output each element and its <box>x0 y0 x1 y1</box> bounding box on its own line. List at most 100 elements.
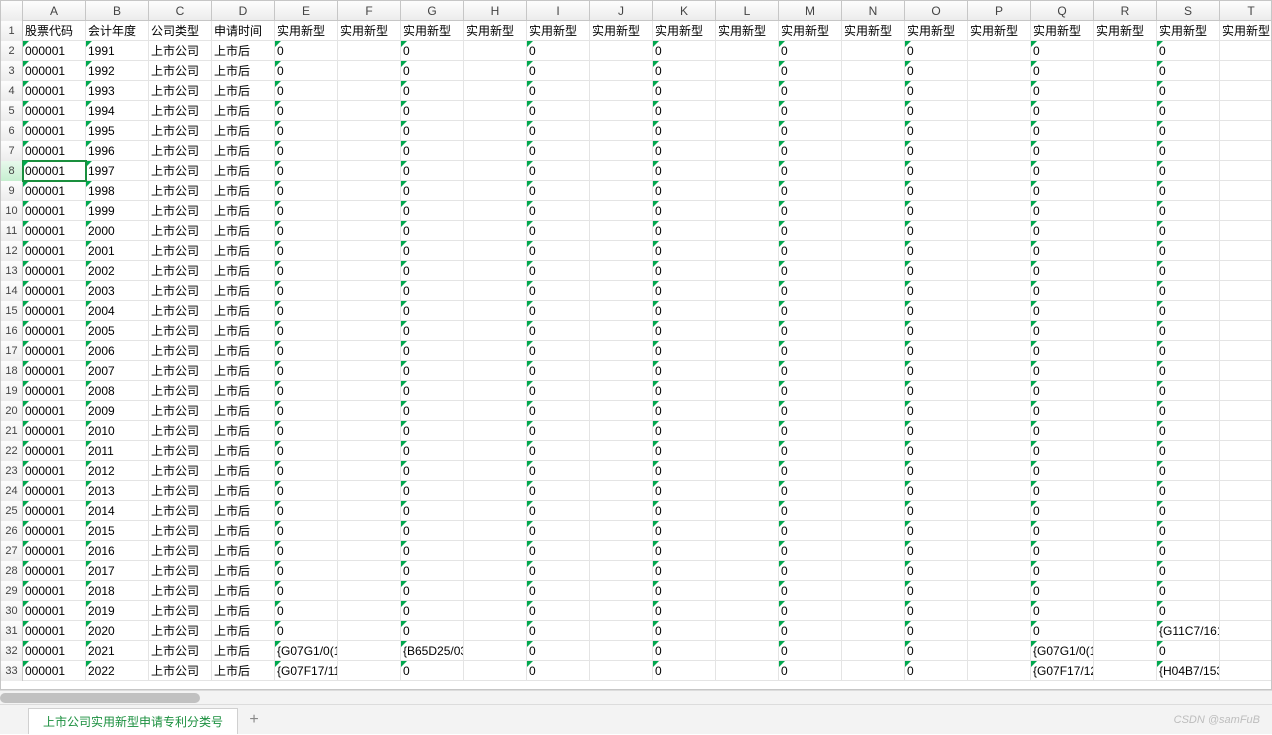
cell[interactable]: 0 <box>1157 341 1220 361</box>
cell[interactable]: 实用新型 <box>590 21 653 41</box>
cell[interactable]: 上市公司 <box>149 541 212 561</box>
cell[interactable]: 0 <box>1031 201 1094 221</box>
cell[interactable]: 上市公司 <box>149 641 212 661</box>
cell[interactable]: 上市公司 <box>149 441 212 461</box>
cell[interactable]: 上市公司 <box>149 121 212 141</box>
row-header[interactable]: 4 <box>1 81 23 101</box>
cell[interactable] <box>968 421 1031 441</box>
cell[interactable]: 0 <box>1157 521 1220 541</box>
cell[interactable]: 0 <box>527 621 590 641</box>
cell[interactable] <box>1220 261 1271 281</box>
cell[interactable] <box>842 321 905 341</box>
cell[interactable]: 实用新型 <box>464 21 527 41</box>
cell[interactable] <box>968 241 1031 261</box>
cell[interactable]: 0 <box>905 481 968 501</box>
cell[interactable]: 0 <box>779 41 842 61</box>
cell[interactable]: 000001 <box>23 601 86 621</box>
column-header[interactable]: E <box>275 1 338 21</box>
cell[interactable] <box>1220 101 1271 121</box>
cell[interactable] <box>338 121 401 141</box>
column-header[interactable]: R <box>1094 1 1157 21</box>
cell[interactable]: 0 <box>779 321 842 341</box>
cell[interactable]: 0 <box>401 441 464 461</box>
cell[interactable]: 0 <box>401 101 464 121</box>
cell[interactable] <box>590 341 653 361</box>
cell[interactable] <box>716 621 779 641</box>
cell[interactable] <box>338 501 401 521</box>
cell[interactable] <box>590 541 653 561</box>
cell[interactable] <box>590 201 653 221</box>
cell[interactable]: 上市后 <box>212 281 275 301</box>
cell[interactable]: 0 <box>527 41 590 61</box>
cell[interactable] <box>1094 101 1157 121</box>
cell[interactable]: 000001 <box>23 61 86 81</box>
row-header[interactable]: 19 <box>1 381 23 401</box>
cell[interactable]: 0 <box>653 621 716 641</box>
cell[interactable] <box>590 521 653 541</box>
cell[interactable]: 0 <box>653 161 716 181</box>
cell[interactable]: 0 <box>905 401 968 421</box>
cell[interactable]: 2022 <box>86 661 149 681</box>
cell[interactable] <box>1220 541 1271 561</box>
cell[interactable]: 000001 <box>23 401 86 421</box>
column-header[interactable]: L <box>716 1 779 21</box>
cell[interactable]: 上市后 <box>212 221 275 241</box>
cell[interactable]: 0 <box>527 481 590 501</box>
cell[interactable] <box>338 341 401 361</box>
cell[interactable]: 上市公司 <box>149 561 212 581</box>
cell[interactable] <box>590 621 653 641</box>
cell[interactable]: 000001 <box>23 41 86 61</box>
cell[interactable] <box>716 601 779 621</box>
cell[interactable] <box>590 561 653 581</box>
cell[interactable]: 0 <box>653 641 716 661</box>
cell[interactable] <box>716 121 779 141</box>
cell[interactable]: 上市公司 <box>149 141 212 161</box>
cell[interactable]: 0 <box>401 401 464 421</box>
cell[interactable] <box>338 461 401 481</box>
cell[interactable]: 0 <box>779 581 842 601</box>
cell[interactable]: 1992 <box>86 61 149 81</box>
cell[interactable]: 上市公司 <box>149 161 212 181</box>
cell[interactable]: 0 <box>779 61 842 81</box>
row-header[interactable]: 12 <box>1 241 23 261</box>
cell[interactable]: 2011 <box>86 441 149 461</box>
cell[interactable]: 上市后 <box>212 201 275 221</box>
cell[interactable] <box>716 441 779 461</box>
cell[interactable]: 0 <box>527 641 590 661</box>
cell[interactable]: 0 <box>401 201 464 221</box>
row-header[interactable]: 21 <box>1 421 23 441</box>
add-sheet-button[interactable]: + <box>244 707 264 733</box>
cell[interactable] <box>842 161 905 181</box>
cell[interactable] <box>968 581 1031 601</box>
cell[interactable]: 上市后 <box>212 141 275 161</box>
cell[interactable] <box>842 121 905 141</box>
cell[interactable]: 0 <box>1157 561 1220 581</box>
cell[interactable]: 0 <box>275 521 338 541</box>
cell[interactable] <box>1094 561 1157 581</box>
cell[interactable]: 2005 <box>86 321 149 341</box>
cell[interactable]: 上市后 <box>212 341 275 361</box>
cell[interactable]: 0 <box>1157 101 1220 121</box>
cell[interactable] <box>842 281 905 301</box>
cell[interactable] <box>1094 321 1157 341</box>
column-header[interactable]: C <box>149 1 212 21</box>
cell[interactable] <box>464 661 527 681</box>
cell[interactable]: 上市公司 <box>149 81 212 101</box>
cell[interactable] <box>590 401 653 421</box>
cell[interactable]: 0 <box>1031 141 1094 161</box>
cell[interactable]: 0 <box>653 201 716 221</box>
cell[interactable]: 0 <box>653 521 716 541</box>
cell[interactable]: {G07F17/11 <box>275 661 338 681</box>
column-header[interactable]: M <box>779 1 842 21</box>
cell[interactable] <box>1220 181 1271 201</box>
cell[interactable]: 2021 <box>86 641 149 661</box>
row-header[interactable]: 29 <box>1 581 23 601</box>
cell[interactable]: 0 <box>905 101 968 121</box>
cell[interactable] <box>464 181 527 201</box>
cell[interactable] <box>338 61 401 81</box>
cell[interactable]: 0 <box>401 141 464 161</box>
cell[interactable] <box>1094 161 1157 181</box>
cell[interactable]: 0 <box>275 541 338 561</box>
cell[interactable]: 0 <box>779 281 842 301</box>
cell[interactable]: 0 <box>653 381 716 401</box>
